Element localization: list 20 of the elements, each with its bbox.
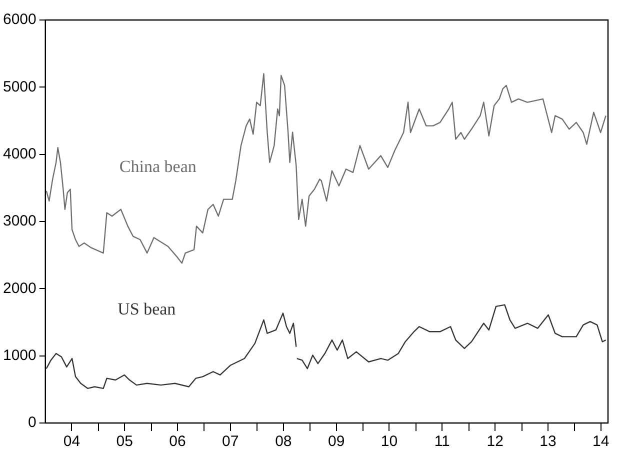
x-tick-label: 08: [275, 433, 292, 450]
x-tick-label: 12: [486, 433, 504, 450]
y-tick-label: 1000: [2, 346, 36, 364]
x-tick-label: 04: [63, 433, 80, 450]
x-tick-label: 05: [116, 433, 133, 450]
x-tick-label: 07: [222, 433, 239, 450]
series-label: China bean: [119, 156, 197, 176]
y-tick-label: 2000: [2, 280, 36, 297]
y-tick-label: 6000: [2, 11, 36, 28]
x-tick-label: 13: [540, 433, 556, 450]
y-tick-label: 4000: [2, 145, 36, 162]
y-tick-label: 5000: [2, 78, 36, 96]
x-tick-label: 10: [380, 433, 398, 450]
text: US bean: [118, 300, 176, 319]
x-tick-label: 14: [592, 433, 610, 450]
x-tick-label: 06: [169, 433, 186, 450]
y-tick-label: 0: [28, 414, 36, 432]
x-tick-label: 11: [434, 433, 450, 450]
x-tick-label: 09: [328, 433, 345, 450]
y-tick-label: 3000: [2, 212, 36, 230]
